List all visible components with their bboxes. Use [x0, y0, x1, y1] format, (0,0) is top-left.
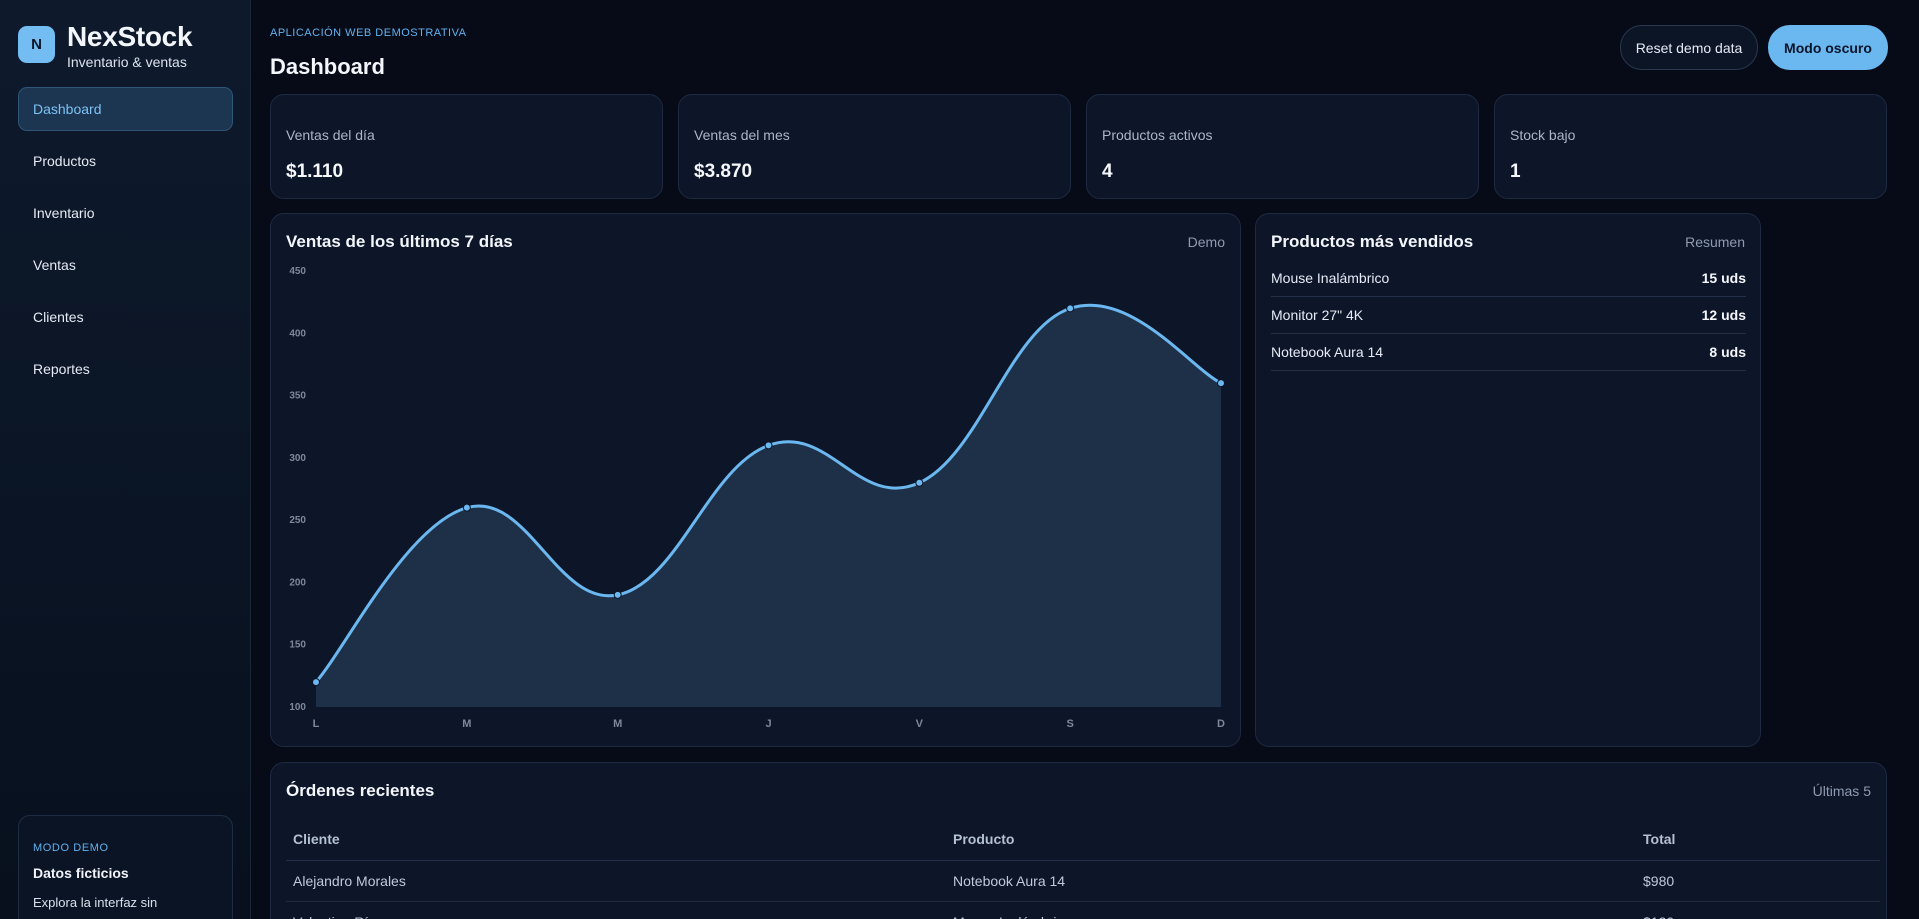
recent-orders-table: Cliente Producto Total Alejandro Morales… — [286, 819, 1880, 919]
recent-orders-title: Órdenes recientes — [286, 781, 435, 800]
product-qty: 8 uds — [1709, 344, 1746, 360]
y-tick-label: 400 — [289, 328, 306, 339]
sidebar: N NexStock Inventario & ventas Dashboard… — [0, 0, 251, 919]
top-products-badge: Resumen — [1685, 234, 1745, 250]
chart-point-3 — [764, 441, 773, 450]
sidebar-item-dashboard[interactable]: Dashboard — [18, 87, 233, 131]
sales-chart-title: Ventas de los últimos 7 días — [286, 232, 513, 251]
x-tick-label: S — [1066, 718, 1073, 730]
cell-cliente: Alejandro Morales — [286, 860, 946, 902]
logo-icon: N — [18, 26, 55, 63]
column-header-cliente: Cliente — [286, 819, 946, 861]
brand-subtitle: Inventario & ventas — [67, 54, 187, 70]
x-tick-label: M — [462, 718, 471, 730]
chart-point-5 — [1066, 304, 1075, 313]
demo-mode-box: MODO DEMO Datos ficticios Explora la int… — [18, 815, 233, 919]
sidebar-item-reportes[interactable]: Reportes — [33, 361, 90, 377]
brand: N NexStock Inventario & ventas — [18, 21, 193, 70]
y-tick-label: 150 — [289, 640, 306, 651]
reset-demo-button[interactable]: Reset demo data — [1620, 25, 1758, 70]
demo-tag: MODO DEMO — [33, 842, 109, 854]
y-tick-label: 450 — [289, 266, 306, 277]
product-qty: 12 uds — [1701, 307, 1746, 323]
sidebar-nav: Dashboard Productos Inventario Ventas Cl… — [18, 87, 233, 399]
x-tick-label: V — [916, 718, 924, 730]
cell-total: $980 — [1636, 860, 1880, 902]
y-tick-label: 250 — [289, 515, 306, 526]
dark-mode-button[interactable]: Modo oscuro — [1768, 25, 1888, 70]
x-tick-label: M — [613, 718, 622, 730]
stat-label: Productos activos — [1102, 127, 1213, 143]
table-row[interactable]: Valentina Ríos Mouse Inalámbrico $130 — [286, 901, 1880, 919]
cell-producto: Mouse Inalámbrico — [946, 901, 1636, 919]
sidebar-item-ventas[interactable]: Ventas — [33, 257, 76, 273]
top-products-list: Mouse Inalámbrico 15 uds Monitor 27" 4K … — [1271, 260, 1746, 371]
cell-total: $130 — [1636, 901, 1880, 919]
top-products-card: Productos más vendidos Resumen Mouse Ina… — [1255, 213, 1761, 747]
column-header-producto: Producto — [946, 819, 1636, 861]
y-tick-label: 300 — [289, 453, 306, 464]
stat-value: 1 — [1510, 161, 1521, 182]
chart-point-0 — [312, 678, 320, 687]
x-tick-label: L — [313, 718, 320, 730]
stat-label: Ventas del mes — [694, 127, 790, 143]
chart-point-4 — [915, 478, 924, 487]
x-tick-label: D — [1217, 718, 1225, 730]
page-title: Dashboard — [270, 54, 385, 79]
stat-value: $1.110 — [286, 161, 344, 182]
stat-card-sales-month: Ventas del mes $3.870 — [678, 94, 1071, 199]
column-header-total: Total — [1636, 819, 1880, 861]
list-item: Mouse Inalámbrico 15 uds — [1271, 260, 1746, 297]
stat-card-sales-day: Ventas del día $1.110 — [270, 94, 663, 199]
stat-value: $3.870 — [694, 161, 753, 182]
brand-name: NexStock — [67, 21, 193, 52]
sales-chart: 100 150 200 250 300 350 400 450 L M M J V S D — [289, 266, 1225, 730]
list-item: Notebook Aura 14 8 uds — [1271, 334, 1746, 371]
sidebar-item-clientes[interactable]: Clientes — [33, 309, 84, 325]
sales-chart-card: Ventas de los últimos 7 días Demo 100 150… — [270, 213, 1241, 747]
chart-point-1 — [462, 503, 471, 512]
demo-title: Datos ficticios — [33, 865, 129, 881]
demo-description: Explora la interfaz sin — [33, 895, 158, 910]
stat-label: Ventas del día — [286, 127, 375, 143]
chart-point-6 — [1217, 379, 1225, 388]
product-name: Monitor 27" 4K — [1271, 307, 1364, 323]
product-name: Mouse Inalámbrico — [1271, 270, 1390, 286]
recent-orders-badge: Últimas 5 — [1812, 783, 1871, 799]
list-item: Monitor 27" 4K 12 uds — [1271, 297, 1746, 334]
stat-card-active-products: Productos activos 4 — [1086, 94, 1479, 199]
x-tick-label: J — [765, 718, 771, 730]
recent-orders-card: Órdenes recientes Últimas 5 Cliente Prod… — [270, 762, 1887, 919]
cell-cliente: Valentina Ríos — [286, 901, 946, 919]
chart-area — [316, 305, 1221, 707]
chart-point-2 — [613, 590, 622, 599]
stat-value: 4 — [1102, 161, 1113, 182]
stat-card-low-stock: Stock bajo 1 — [1494, 94, 1887, 199]
sidebar-item-productos[interactable]: Productos — [33, 153, 97, 169]
stat-label: Stock bajo — [1510, 127, 1576, 143]
y-tick-label: 100 — [289, 702, 306, 713]
sidebar-item-inventario[interactable]: Inventario — [33, 205, 95, 221]
top-products-title: Productos más vendidos — [1271, 232, 1474, 251]
y-tick-label: 200 — [289, 577, 306, 588]
product-name: Notebook Aura 14 — [1271, 344, 1384, 360]
table-row[interactable]: Alejandro Morales Notebook Aura 14 $980 — [286, 860, 1880, 902]
sales-chart-badge: Demo — [1187, 234, 1225, 250]
cell-producto: Notebook Aura 14 — [946, 860, 1636, 902]
y-tick-label: 350 — [289, 391, 306, 402]
table-header-row: Cliente Producto Total — [286, 819, 1880, 861]
page-eyebrow: APLICACIÓN WEB DEMOSTRATIVA — [270, 27, 467, 39]
product-qty: 15 uds — [1701, 270, 1746, 286]
